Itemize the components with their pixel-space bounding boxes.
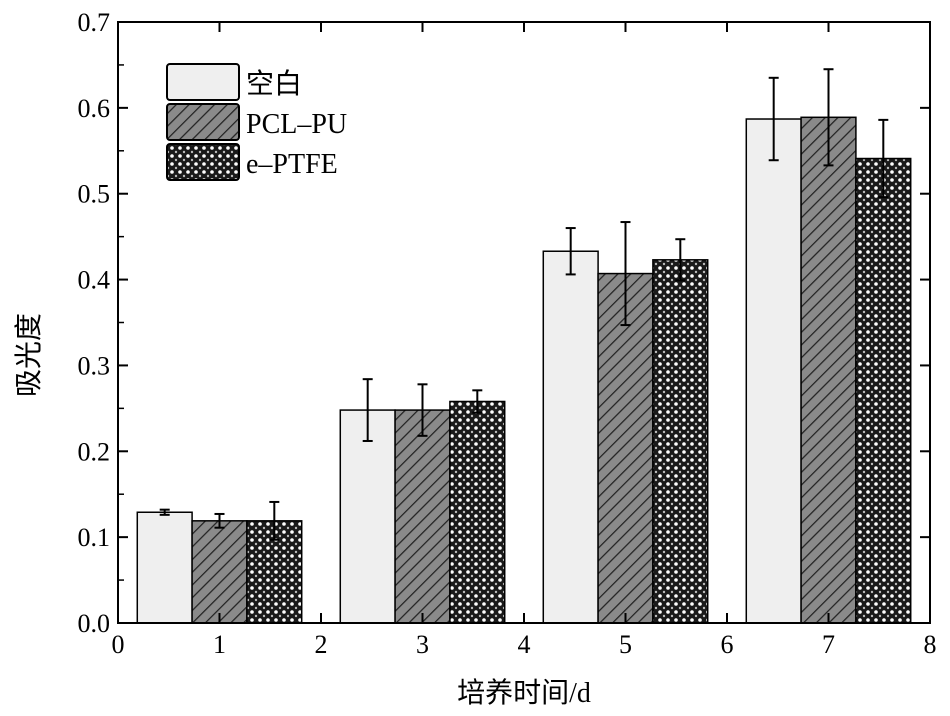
x-tick-label: 6	[721, 630, 734, 659]
y-tick-label: 0.0	[78, 609, 111, 638]
bar	[394, 409, 451, 624]
legend-label: PCL–PU	[246, 109, 347, 140]
bar	[800, 116, 857, 624]
y-tick-label: 0.3	[78, 351, 111, 380]
x-tick-label: 3	[416, 630, 429, 659]
y-tick-label: 0.7	[78, 8, 111, 37]
y-axis-label: 吸光度	[13, 313, 45, 397]
x-tick-label: 5	[619, 630, 632, 659]
y-tick-label: 0.2	[78, 437, 111, 466]
legend-label: 空白	[246, 68, 302, 100]
x-tick-label: 8	[924, 630, 937, 659]
legend-swatch	[166, 103, 240, 141]
x-tick-label: 1	[213, 630, 226, 659]
x-tick-label: 4	[518, 630, 531, 659]
y-tick-label: 0.1	[78, 523, 111, 552]
x-tick-label: 7	[822, 630, 835, 659]
legend-swatch	[166, 143, 240, 181]
legend-swatch	[166, 63, 240, 101]
y-tick-label: 0.4	[78, 266, 111, 295]
y-tick-label: 0.5	[78, 180, 111, 209]
bar	[652, 259, 709, 624]
bar	[136, 511, 193, 624]
x-axis-label: 培养时间/d	[457, 677, 591, 709]
bar	[191, 520, 248, 624]
bar	[449, 400, 506, 624]
bar	[855, 157, 912, 624]
legend-label: e–PTFE	[246, 149, 338, 180]
bar	[339, 409, 396, 624]
y-tick-label: 0.6	[78, 94, 111, 123]
x-tick-label: 2	[315, 630, 328, 659]
bar	[745, 118, 802, 624]
x-tick-label: 0	[112, 630, 125, 659]
bar	[542, 250, 599, 624]
legend: 空白 PCL–PU e–PTFE	[166, 63, 347, 181]
